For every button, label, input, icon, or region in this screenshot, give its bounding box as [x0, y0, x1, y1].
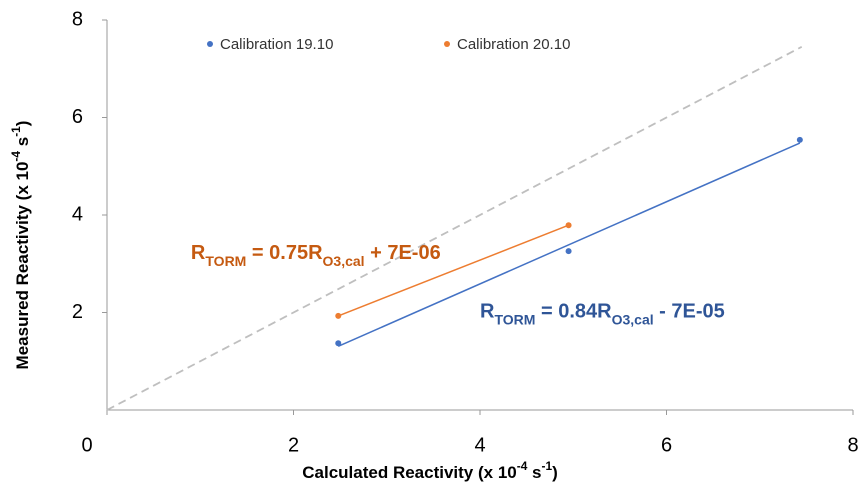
y-tick-label: 6 [72, 106, 83, 128]
data-point [565, 248, 572, 255]
x-axis-title-part: Calculated Reactivity (x 10 [302, 463, 516, 482]
data-point [335, 340, 342, 347]
reference-line [106, 46, 803, 411]
equation-part: TORM [205, 253, 246, 269]
legend-marker [444, 41, 450, 47]
y-tick-label: 2 [72, 301, 83, 323]
equation-part: R [191, 242, 206, 264]
x-tick-label: 0 [81, 434, 92, 456]
equation-part: O3,cal [323, 253, 365, 269]
x-tick-label: 8 [847, 434, 858, 456]
y-axis-title: Measured Reactivity (x 10-4 s-1) [9, 121, 32, 370]
equation: RTORM = 0.75RO3,cal + 7E-06 [191, 242, 441, 268]
y-tick-label: 4 [72, 203, 83, 225]
data-point [335, 312, 342, 319]
y-axis-title-part: -1 [9, 126, 23, 137]
x-tick-label: 4 [474, 434, 485, 456]
y-tick-label: 8 [72, 8, 83, 30]
equation-part: TORM [494, 311, 535, 327]
x-axis-title-part: -4 [517, 459, 528, 473]
x-tick-label: 2 [288, 434, 299, 456]
legend-label: Calibration 20.10 [457, 36, 570, 53]
equation-part: + 7E-06 [365, 242, 441, 264]
y-axis-title-part: ) [13, 121, 32, 127]
x-axis-title-part: s [527, 463, 541, 482]
y-axis-title-part: -4 [9, 151, 23, 162]
x-axis-title-part: ) [552, 463, 558, 482]
equation-part: O3,cal [612, 311, 654, 327]
equation-part: R [480, 301, 495, 323]
data-point [796, 136, 803, 143]
equation-part: = 0.75R [246, 242, 323, 264]
legend-marker [207, 41, 213, 47]
equation-part: - 7E-05 [654, 301, 725, 323]
x-axis-title: Calculated Reactivity (x 10-4 s-1) [302, 459, 558, 482]
trendline [337, 142, 801, 348]
legend-label: Calibration 19.10 [220, 36, 333, 53]
y-axis-title-part: Measured Reactivity (x 10 [13, 162, 32, 370]
x-axis-title-part: -1 [542, 459, 553, 473]
y-axis-title-part: s [13, 137, 32, 151]
data-point [565, 222, 572, 229]
trendline [337, 224, 569, 317]
x-tick-label: 6 [661, 434, 672, 456]
equation: RTORM = 0.84RO3,cal - 7E-05 [480, 301, 725, 327]
equation-part: = 0.84R [535, 301, 612, 323]
